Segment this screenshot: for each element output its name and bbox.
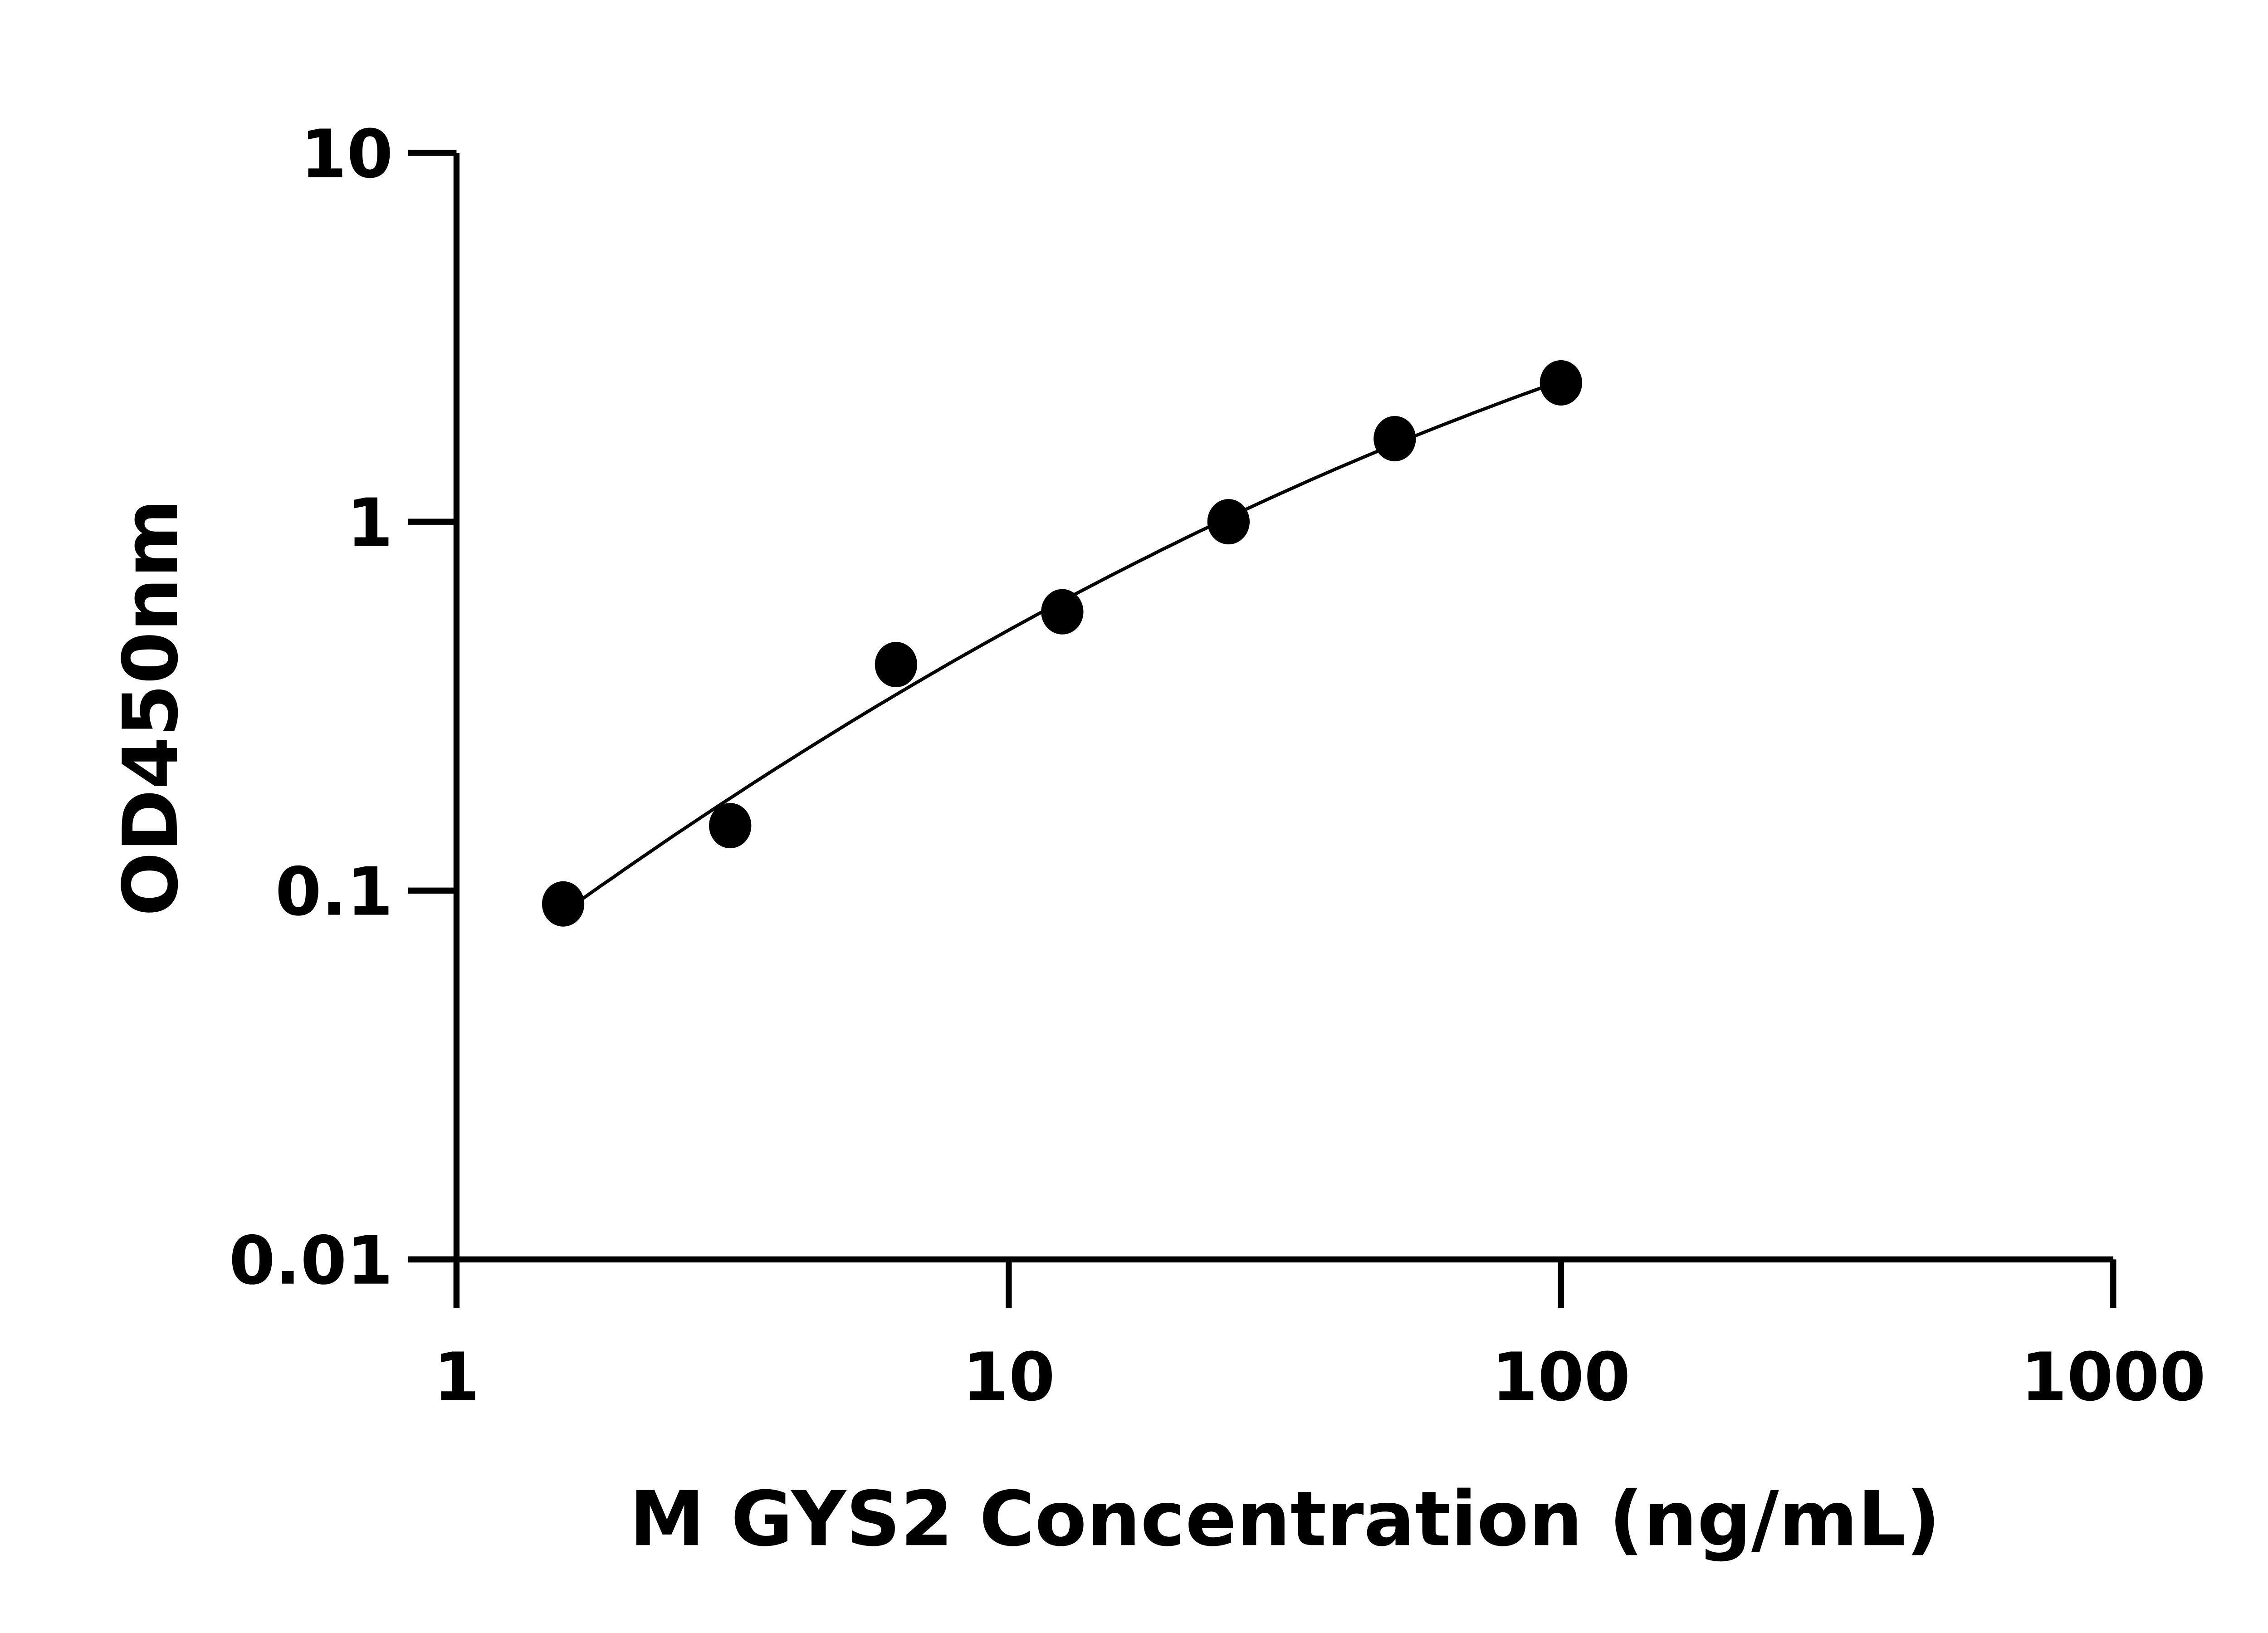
x-tick-label: 10 <box>963 1338 1055 1416</box>
x-tick-label: 1 <box>433 1338 479 1416</box>
data-point <box>1540 360 1582 406</box>
data-point <box>1041 589 1084 635</box>
data-point <box>1207 499 1250 545</box>
y-tick-label: 0.01 <box>229 1222 393 1300</box>
data-point <box>875 642 918 688</box>
axes <box>408 153 2113 1308</box>
data-point <box>709 803 752 849</box>
y-axis-label: OD450nm <box>107 499 195 916</box>
y-tick-label: 1 <box>347 484 393 562</box>
data-point <box>1374 416 1416 461</box>
y-tick-label: 10 <box>300 115 393 193</box>
y-tick-label: 0.1 <box>275 853 393 931</box>
x-tick-label: 100 <box>1491 1338 1630 1416</box>
x-axis-label: M GYS2 Concentration (ng/mL) <box>630 1475 1941 1563</box>
x-tick-label: 1000 <box>2021 1338 2206 1416</box>
data-point <box>542 881 585 927</box>
